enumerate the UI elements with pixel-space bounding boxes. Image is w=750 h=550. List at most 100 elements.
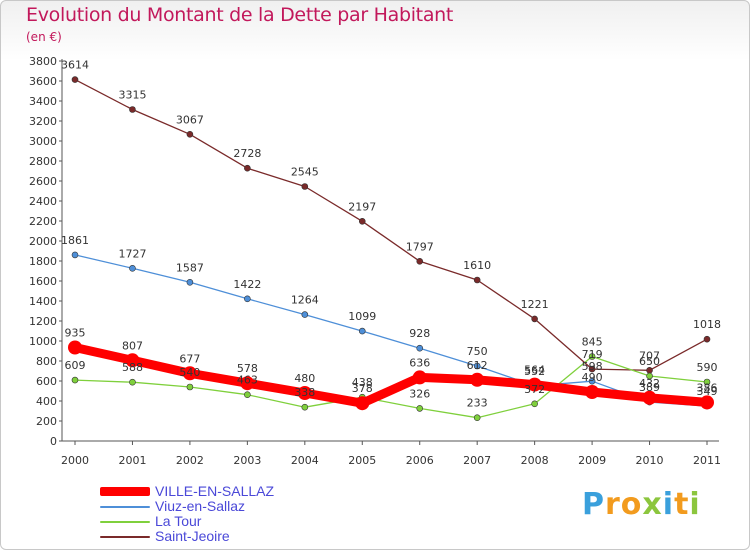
- data-point: [301, 403, 309, 411]
- data-point: [355, 396, 370, 411]
- data-label: 432: [639, 377, 660, 390]
- y-tick-label: 3200: [29, 115, 57, 128]
- logo-letter: t: [674, 487, 690, 522]
- x-tick-label: 2010: [636, 454, 664, 467]
- data-label: 480: [294, 372, 315, 385]
- data-point: [71, 376, 79, 384]
- data-label: 677: [179, 352, 200, 365]
- y-tick-label: 0: [50, 435, 57, 448]
- data-label: 2728: [233, 147, 261, 160]
- data-label: 719: [582, 348, 603, 361]
- data-point: [244, 164, 251, 172]
- y-tick-label: 2200: [29, 215, 57, 228]
- legend-swatch: [100, 536, 150, 538]
- data-point: [703, 378, 711, 386]
- data-label: 2545: [291, 166, 319, 179]
- data-point: [416, 405, 424, 412]
- legend-swatch: [100, 506, 150, 508]
- data-label: 590: [697, 361, 718, 374]
- y-tick-label: 3600: [29, 75, 57, 88]
- data-point: [358, 327, 366, 335]
- data-point: [585, 385, 600, 399]
- data-point: [588, 353, 596, 360]
- legend-label: Saint-Jeoire: [155, 528, 230, 544]
- data-label: 372: [524, 383, 545, 396]
- data-point: [416, 257, 424, 265]
- data-label: 807: [122, 339, 143, 352]
- data-label: 588: [122, 361, 143, 374]
- data-point: [588, 365, 596, 373]
- legend-label: Viuz-en-Sallaz: [155, 498, 246, 514]
- data-label: 3067: [176, 113, 204, 126]
- logo-letter: o: [620, 487, 643, 522]
- y-tick-label: 3000: [29, 135, 57, 148]
- data-point: [527, 377, 542, 392]
- y-tick-label: 800: [36, 355, 57, 368]
- data-label: 1587: [176, 261, 204, 274]
- data-label: 1264: [291, 294, 319, 307]
- proxiti-logo: Proxiti: [582, 487, 701, 522]
- data-label: 928: [409, 327, 430, 340]
- data-label: 935: [65, 327, 86, 340]
- data-point: [129, 264, 136, 272]
- y-tick-label: 3800: [29, 55, 57, 68]
- data-point: [412, 370, 427, 385]
- data-label: 3614: [61, 59, 89, 72]
- logo-letter: i: [689, 487, 701, 522]
- y-tick-label: 1400: [29, 295, 57, 308]
- legend-swatch: [100, 521, 150, 523]
- data-label: 540: [179, 366, 200, 379]
- y-tick-label: 600: [36, 375, 57, 388]
- data-point: [240, 376, 255, 391]
- x-tick-label: 2009: [578, 454, 606, 467]
- x-tick-label: 2000: [61, 454, 89, 467]
- logo-letter: P: [582, 487, 605, 522]
- data-label: 612: [467, 359, 488, 372]
- data-point: [470, 372, 485, 387]
- data-label: 389: [639, 381, 660, 394]
- series-line-viuz-en-sallaz: [74, 254, 708, 407]
- data-label: 1221: [521, 298, 549, 311]
- data-point: [71, 251, 79, 259]
- data-label: 386: [697, 381, 718, 394]
- data-point: [703, 335, 711, 343]
- data-point: [125, 353, 140, 368]
- data-label: 552: [524, 365, 545, 378]
- data-label: 1797: [406, 240, 434, 253]
- data-point: [129, 378, 136, 386]
- data-label: 750: [467, 345, 488, 358]
- series-line-saint-jeoire: [74, 78, 708, 371]
- data-label: 2197: [348, 200, 376, 213]
- data-point: [646, 366, 653, 374]
- data-point: [301, 311, 309, 318]
- x-tick-label: 2011: [693, 454, 721, 467]
- x-tick-label: 2004: [291, 454, 319, 467]
- x-tick-label: 2008: [521, 454, 549, 467]
- legend-label: La Tour: [155, 513, 202, 529]
- y-tick-label: 2800: [29, 155, 57, 168]
- data-point: [473, 276, 481, 284]
- data-point: [700, 395, 714, 410]
- logo-letter: r: [605, 487, 621, 522]
- logo-letter: i: [662, 487, 675, 522]
- data-label: 438: [352, 376, 373, 389]
- data-label: 490: [582, 371, 603, 384]
- data-label: 1099: [348, 310, 376, 323]
- data-label: 326: [409, 387, 430, 400]
- logo-letter: x: [642, 487, 663, 522]
- y-tick-label: 2600: [29, 175, 57, 188]
- data-label: 1422: [233, 278, 261, 291]
- data-point: [244, 391, 251, 399]
- data-label: 578: [237, 362, 258, 375]
- series-line-ville-en-sallaz: [70, 343, 712, 408]
- y-tick-label: 1000: [29, 335, 57, 348]
- data-label: 650: [639, 355, 660, 368]
- chart-unit: (en €): [26, 30, 62, 44]
- legend-label: VILLE-EN-SALLAZ: [155, 483, 275, 499]
- data-point: [129, 106, 136, 113]
- data-label: 707: [639, 349, 660, 362]
- data-label: 1610: [463, 259, 491, 272]
- data-label: 564: [524, 364, 545, 377]
- data-point: [588, 377, 596, 385]
